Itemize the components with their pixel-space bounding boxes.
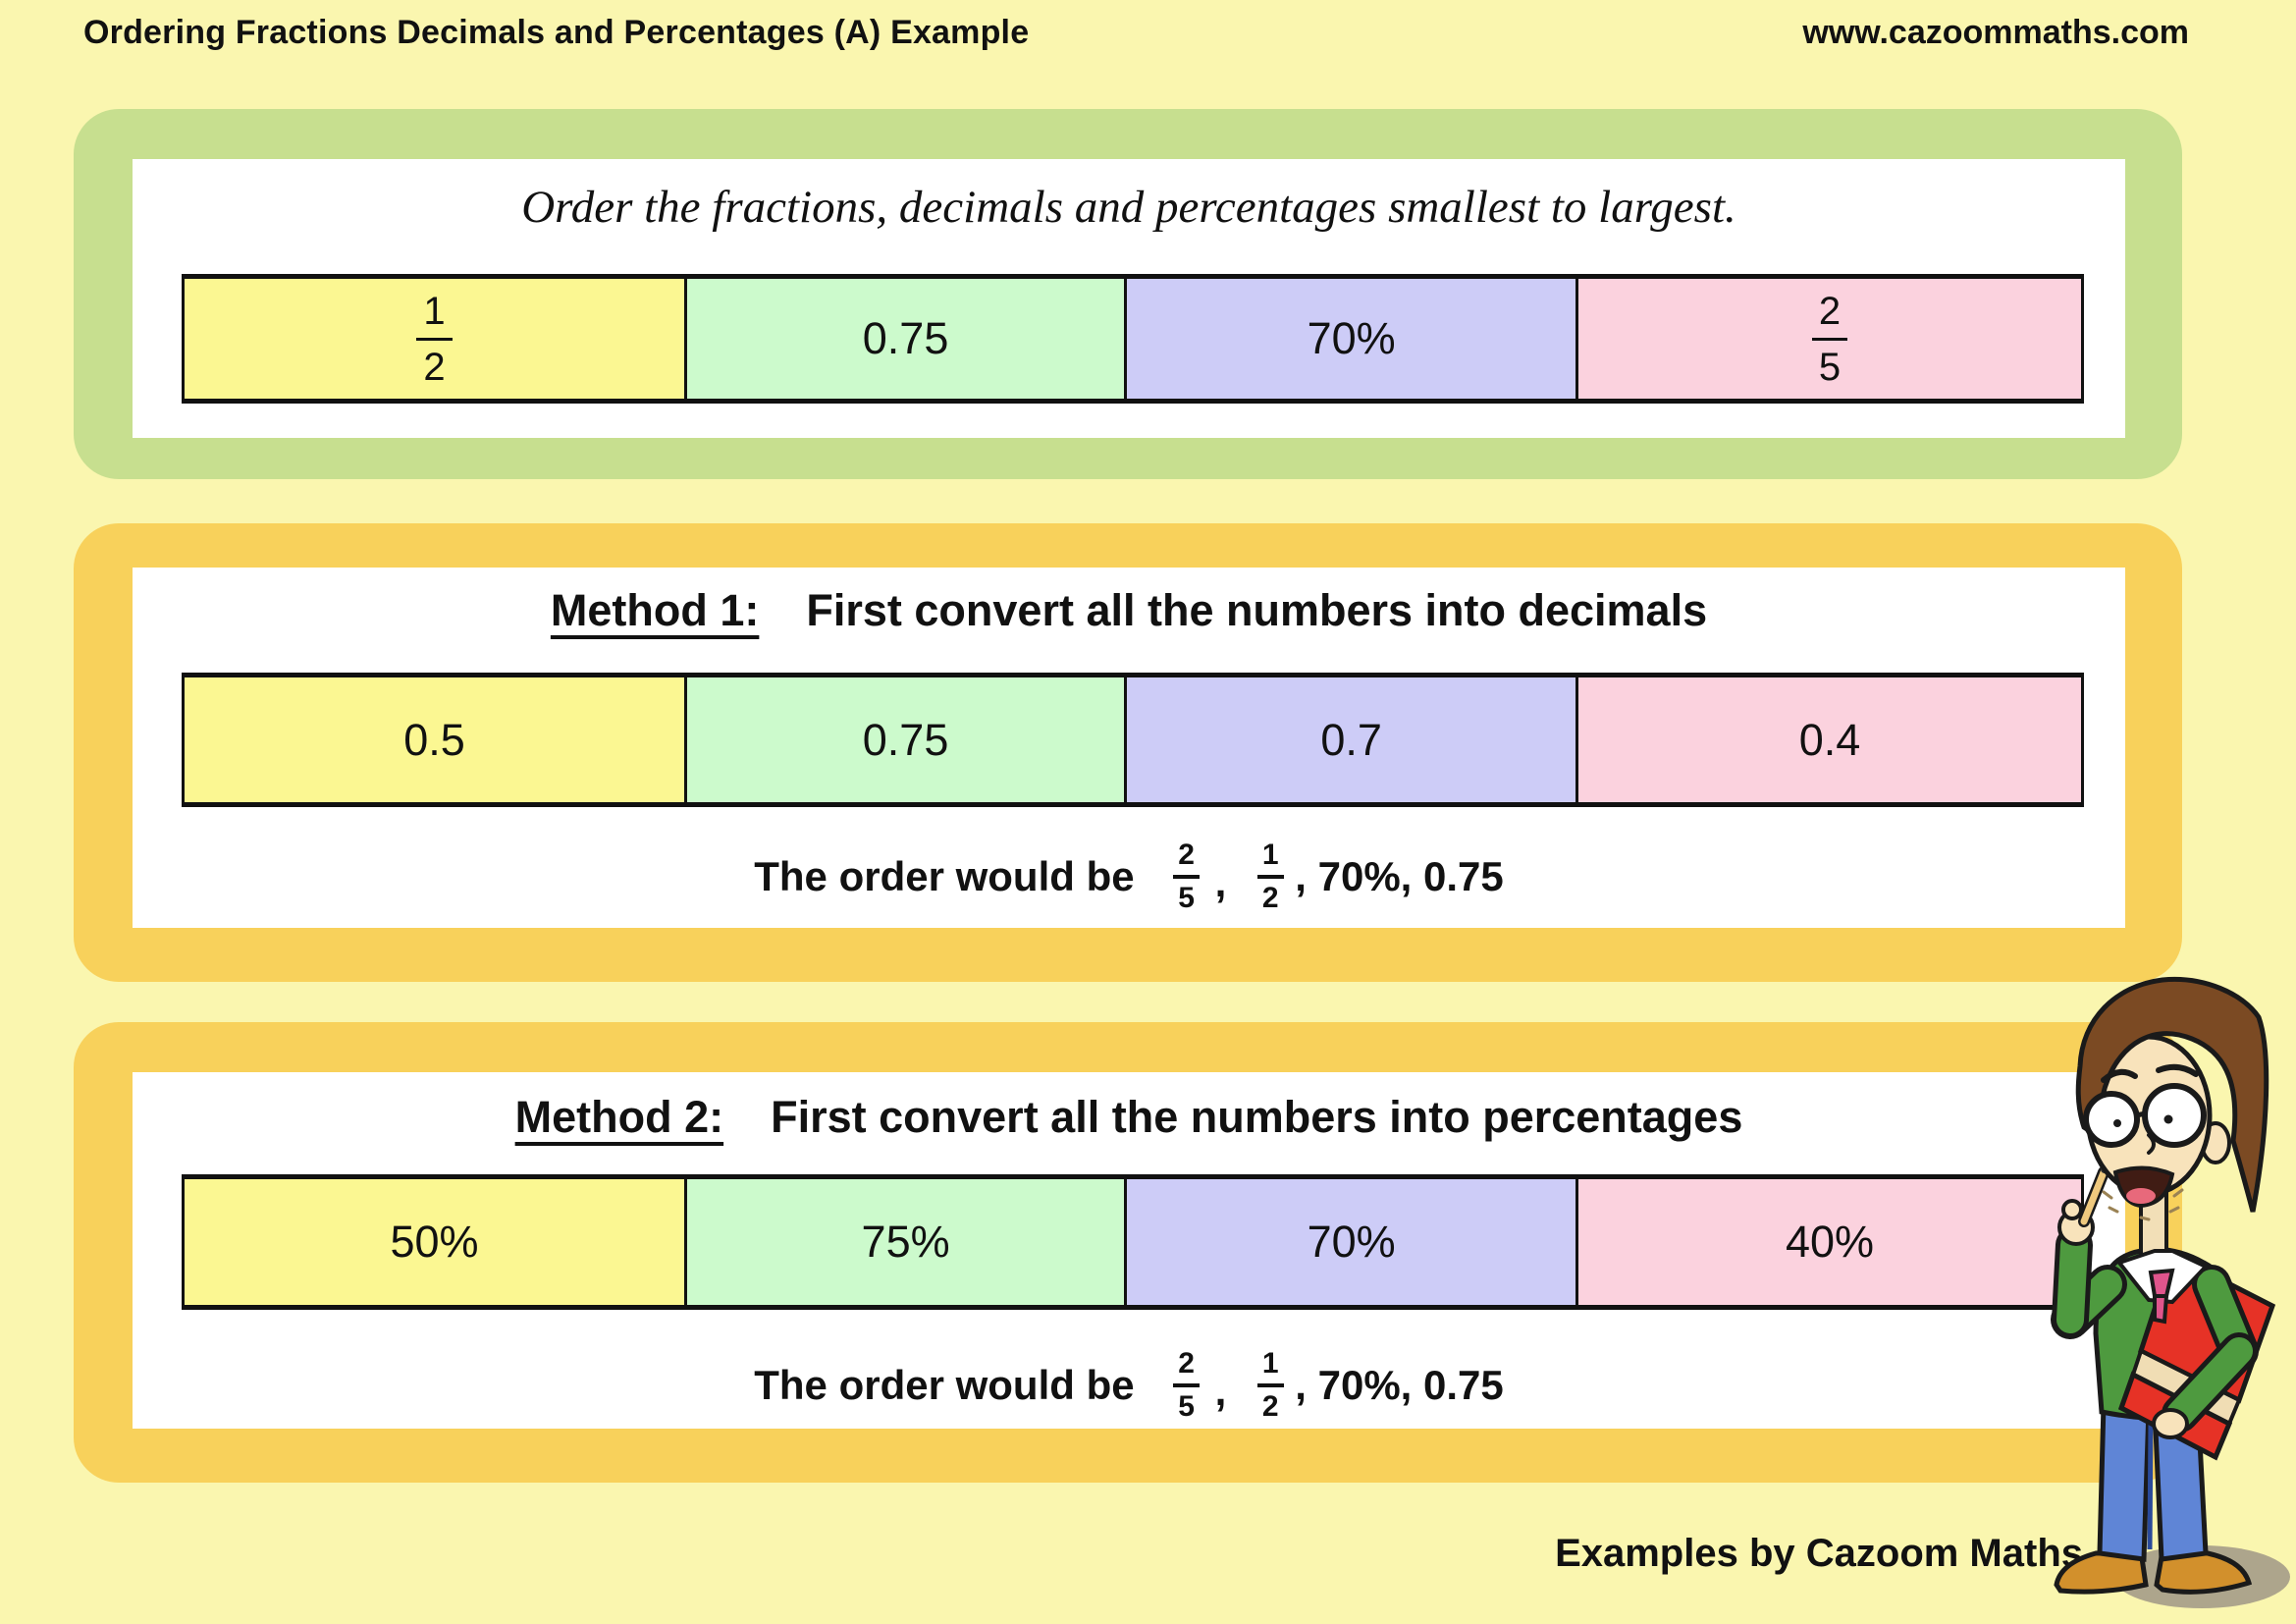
question-cell-fraction-two-fifths: 2 5: [1578, 279, 2081, 399]
answer-separator: ,: [1214, 1367, 1227, 1414]
answer-separator: ,: [1214, 858, 1227, 905]
method-2-cell-2: 75%: [686, 1179, 1128, 1305]
fraction-numerator: 2: [1811, 292, 1848, 341]
method-1-cell-4: 0.4: [1578, 677, 2081, 802]
fraction-denominator: 2: [423, 345, 446, 389]
method-2-table: 50% 75% 70% 40%: [182, 1174, 2084, 1310]
fraction-numerator: 2: [1173, 1348, 1200, 1387]
mascot-head: [2075, 976, 2269, 1221]
method-1-cell-1: 0.5: [185, 677, 687, 802]
fraction: 2 5: [1811, 292, 1848, 389]
mascot-pointing-arm: [2051, 1165, 2127, 1339]
page-title: Ordering Fractions Decimals and Percenta…: [83, 14, 1030, 51]
answer-tail: , 70%, 0.75: [1295, 1361, 1504, 1408]
mascot-pants-crease: [2147, 1421, 2154, 1550]
method-1-table: 0.5 0.75 0.7 0.4: [182, 673, 2084, 807]
method-1-description: First convert all the numbers into decim…: [806, 585, 1708, 635]
question-cell-percentage: 70%: [1127, 279, 1579, 399]
mascot-tongue: [2126, 1188, 2156, 1204]
mascot-right-pupil: [2163, 1114, 2173, 1124]
mascot-right-hand: [2152, 1408, 2189, 1439]
method-1-label: Method 1:: [550, 585, 760, 635]
fraction: 2 5: [1172, 839, 1201, 914]
method-1-cell-3: 0.7: [1127, 677, 1579, 802]
fraction: 1 2: [1255, 1348, 1285, 1423]
answer-prefix: The order would be: [754, 1361, 1135, 1408]
method-2-panel: Method 2: First convert all the numbers i…: [74, 1022, 2182, 1483]
method-1-panel: Method 1: First convert all the numbers i…: [74, 523, 2182, 982]
mascot-right-eyebrow: [2156, 1063, 2199, 1077]
cell-value: 0.7: [1320, 714, 1382, 765]
fraction-numerator: 1: [1256, 839, 1284, 879]
cell-value: 40%: [1785, 1217, 1875, 1267]
method-2-cell-4: 40%: [1578, 1179, 2081, 1305]
mascot-right-shoe: [2154, 1548, 2253, 1595]
mascot-left-eyebrow: [2101, 1068, 2138, 1083]
mascot-glasses-left-lens: [2083, 1091, 2140, 1148]
answer-tail: , 70%, 0.75: [1295, 852, 1504, 899]
fraction-denominator: 5: [1178, 881, 1195, 914]
fraction-denominator: 5: [1178, 1389, 1195, 1423]
cell-value: 70%: [1307, 1217, 1396, 1267]
mascot-glasses-right-lens: [2142, 1083, 2207, 1148]
question-panel: Order the fractions, decimals and percen…: [74, 109, 2182, 479]
question-cell-fraction-half: 1 2: [185, 279, 687, 399]
method-2-description: First convert all the numbers into perce…: [771, 1092, 1743, 1142]
teacher-mascot-illustration: [2051, 976, 2290, 1608]
mascot-left-pupil: [2113, 1119, 2121, 1127]
mascot-glasses-bridge: [2135, 1110, 2147, 1118]
question-cell-decimal: 0.75: [686, 279, 1128, 399]
method-1-cell-2: 0.75: [686, 677, 1128, 802]
cell-value: 0.75: [862, 313, 949, 363]
mascot-right-arm: [2152, 1265, 2259, 1439]
fraction: 1 2: [1255, 839, 1285, 914]
fraction-numerator: 2: [1173, 839, 1200, 879]
website-url: www.cazoommaths.com: [1802, 14, 2189, 51]
method-2-cell-1: 50%: [185, 1179, 687, 1305]
cell-value: 0.5: [403, 714, 465, 765]
fraction-numerator: 1: [1256, 1348, 1284, 1387]
fraction-denominator: 5: [1818, 345, 1842, 389]
fraction: 2 5: [1172, 1348, 1201, 1423]
method-2-answer: The order would be 2 5 , 1 2 , 70%, 0.75: [133, 1333, 2125, 1436]
mascot-left-leg: [2097, 1401, 2152, 1562]
mascot-tie: [2148, 1268, 2175, 1325]
method-2-white-box: Method 2: First convert all the numbers i…: [133, 1072, 2125, 1429]
fraction-numerator: 1: [416, 292, 453, 341]
pencil-icon: [2080, 1168, 2108, 1225]
method-1-answer: The order would be 2 5 , 1 2 , 70%, 0.75: [133, 825, 2125, 928]
mascot-left-shoe: [2054, 1548, 2149, 1595]
question-white-box: Order the fractions, decimals and percen…: [133, 159, 2125, 438]
method-2-cell-3: 70%: [1127, 1179, 1579, 1305]
method-2-label: Method 2:: [514, 1092, 724, 1142]
fraction-denominator: 2: [1261, 1389, 1279, 1423]
question-table: 1 2 0.75 70% 2 5: [182, 274, 2084, 404]
cell-value: 0.75: [862, 714, 949, 765]
fraction: 1 2: [416, 292, 453, 389]
footer-credit: Examples by Cazoom Maths: [1555, 1532, 2083, 1575]
mascot-stubble: [2102, 1188, 2184, 1221]
cell-value: 50%: [390, 1217, 479, 1267]
mascot-finger: [2061, 1199, 2083, 1220]
question-prompt: Order the fractions, decimals and percen…: [521, 182, 1736, 233]
cell-value: 70%: [1307, 313, 1396, 363]
answer-prefix: The order would be: [754, 852, 1135, 899]
mascot-nose: [2147, 1133, 2156, 1155]
cell-value: 75%: [861, 1217, 950, 1267]
fraction-denominator: 2: [1261, 881, 1279, 914]
method-1-white-box: Method 1: First convert all the numbers i…: [133, 568, 2125, 928]
method-2-heading: Method 2: First convert all the numbers i…: [133, 1092, 2125, 1143]
cell-value: 0.4: [1798, 714, 1861, 765]
method-1-heading: Method 1: First convert all the numbers i…: [133, 585, 2125, 636]
